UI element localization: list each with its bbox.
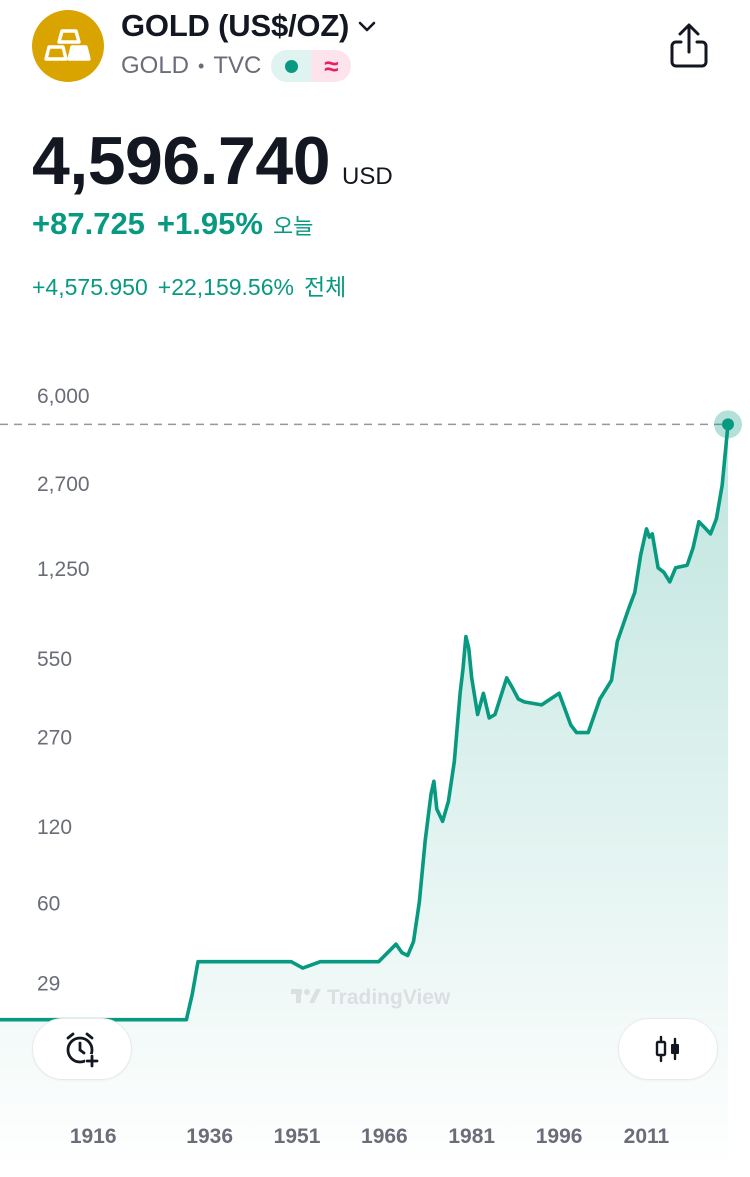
share-icon[interactable] [668, 22, 710, 70]
last-price-marker [722, 418, 734, 431]
x-tick-label: 1936 [186, 1125, 233, 1148]
y-tick-label: 2,700 [37, 473, 90, 496]
x-tick-label: 1981 [448, 1125, 495, 1148]
symbol-title-button[interactable]: GOLD (US$/OZ) [121, 8, 377, 44]
change-percent: +1.95% [156, 206, 263, 241]
symbol-title: GOLD (US$/OZ) [121, 8, 350, 43]
separator-dot: • [198, 55, 205, 76]
last-price: 4,596.740 [32, 123, 331, 199]
daily-change: +87.725 +1.95% 오늘 [32, 206, 313, 242]
x-tick-label: 1996 [536, 1125, 583, 1148]
price-currency: USD [342, 163, 393, 190]
market-status-badge[interactable]: ≈ [271, 50, 352, 82]
total-change-percent: +22,159.56% [157, 274, 294, 300]
exchange-name: TVC [213, 52, 262, 79]
tradingview-watermark: TradingView [291, 986, 451, 1009]
y-tick-label: 270 [37, 727, 72, 750]
price-block: 4,596.740 USD [32, 122, 393, 200]
change-absolute: +87.725 [32, 206, 145, 241]
price-chart[interactable]: 6,000 2,700 1,250 550 270 120 60 29 TradingView… [0, 380, 750, 1170]
total-change-label: 전체 [303, 274, 347, 300]
chevron-down-icon [357, 20, 377, 34]
y-tick-label: 29 [37, 972, 60, 995]
price-line [0, 422, 730, 1022]
total-change-absolute: +4,575.950 [32, 274, 148, 300]
candlestick-icon [655, 1035, 679, 1063]
symbol-code: GOLD [121, 52, 190, 79]
change-period-label: 오늘 [272, 214, 314, 239]
total-change: +4,575.950 +22,159.56% 전체 [32, 268, 346, 302]
chart-area-fill [0, 424, 728, 1170]
tradingview-logo-icon [291, 989, 321, 1003]
gold-bars-icon[interactable] [32, 10, 104, 82]
add-alert-button[interactable] [32, 1018, 132, 1080]
y-tick-label: 550 [37, 648, 72, 671]
y-tick-label: 1,250 [37, 558, 90, 581]
watermark-text: TradingView [327, 986, 451, 1009]
header: GOLD (US$/OZ) GOLD • TVC ≈ [0, 0, 750, 100]
chart-type-button[interactable] [618, 1018, 718, 1080]
y-tick-label: 120 [37, 816, 72, 839]
symbol-subtitle: GOLD • TVC ≈ [121, 50, 352, 82]
approx-data-icon: ≈ [311, 50, 352, 82]
y-tick-label: 6,000 [37, 385, 90, 408]
x-tick-label: 1951 [274, 1125, 321, 1148]
add-alert-clock-icon [66, 1032, 99, 1068]
x-tick-label: 1916 [70, 1125, 117, 1148]
x-tick-label: 2011 [624, 1125, 670, 1148]
y-tick-label: 60 [37, 892, 60, 915]
market-open-dot-icon [271, 50, 312, 82]
x-tick-label: 1966 [361, 1125, 408, 1148]
